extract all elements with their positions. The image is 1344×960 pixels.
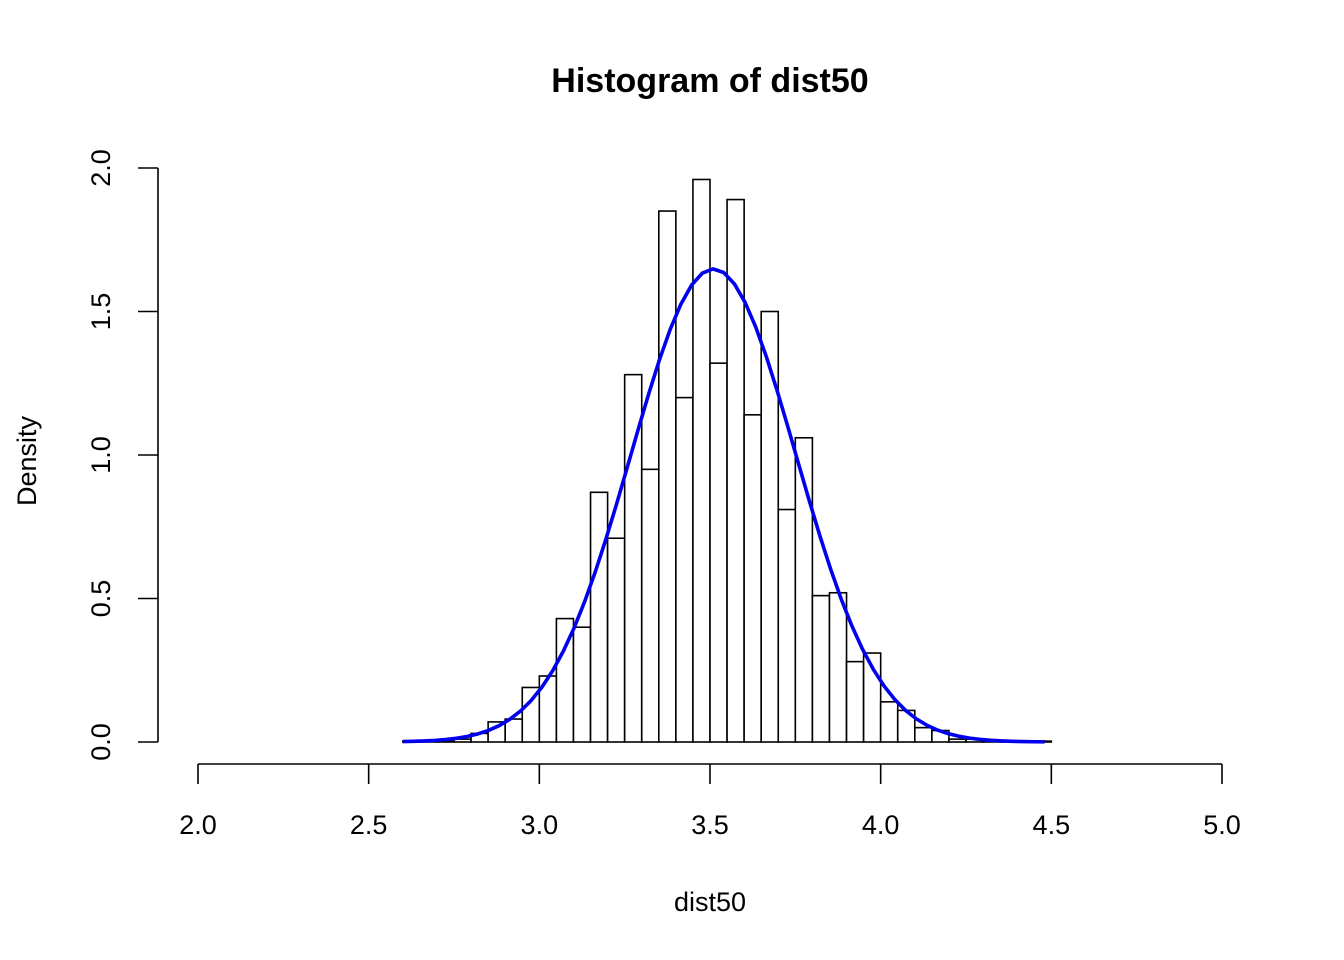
histogram-bar <box>828 591 848 743</box>
histogram-bar <box>709 362 728 743</box>
histogram-bar <box>948 738 967 743</box>
histogram-bar <box>640 468 660 743</box>
y-tick-label: 1.0 <box>86 436 116 474</box>
y-tick-label: 0.5 <box>86 580 116 618</box>
histogram-bar <box>811 594 831 743</box>
histogram-bar <box>572 626 592 743</box>
histogram-bar <box>606 537 626 743</box>
x-axis-label: dist50 <box>674 887 746 917</box>
x-tick-label: 2.5 <box>350 810 388 840</box>
histogram-bar <box>913 726 933 743</box>
x-axis: 2.0 2.5 3.0 3.5 4.0 4.5 5.0 <box>179 763 1241 840</box>
histogram-bar <box>692 178 711 743</box>
histogram-bar <box>777 508 797 743</box>
x-tick-label: 4.0 <box>862 810 900 840</box>
x-tick-label: 2.0 <box>179 810 217 840</box>
chart-title: Histogram of dist50 <box>551 62 868 100</box>
histogram-bar <box>760 310 780 743</box>
x-tick-label: 5.0 <box>1203 810 1241 840</box>
histogram-bars <box>401 178 1053 743</box>
y-tick-label: 2.0 <box>86 149 116 187</box>
histogram-bar <box>743 414 763 743</box>
y-tick-label: 1.5 <box>86 293 116 331</box>
histogram-bar <box>657 210 677 743</box>
density-curve-layer <box>402 267 1045 744</box>
y-tick-label: 0.0 <box>86 723 116 761</box>
y-axis: 0.0 0.5 1.0 1.5 2.0 <box>86 149 159 761</box>
histogram-bar <box>794 436 814 743</box>
histogram-bar <box>879 701 899 743</box>
histogram-bar <box>845 660 865 743</box>
x-tick-label: 3.5 <box>691 810 729 840</box>
x-tick-label: 4.5 <box>1033 810 1071 840</box>
histogram-bar <box>589 491 609 743</box>
y-axis-label: Density <box>12 415 42 506</box>
x-tick-label: 3.0 <box>521 810 559 840</box>
density-curve <box>402 267 1045 744</box>
histogram-bar <box>675 396 694 743</box>
